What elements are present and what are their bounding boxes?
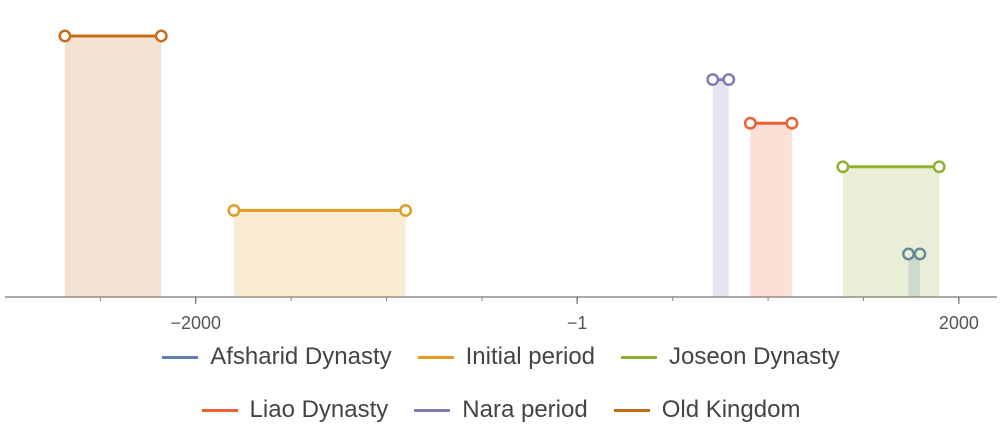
interval-fill-afsharid-dynasty: [908, 254, 920, 297]
interval-end-marker-initial-period: [399, 203, 413, 217]
interval-fill-joseon-dynasty: [842, 166, 940, 297]
interval-fill-old-kingdom: [64, 36, 162, 297]
legend-item-liao-dynasty[interactable]: Liao Dynasty: [201, 396, 389, 424]
legend-item-nara-period[interactable]: Nara period: [414, 396, 588, 424]
interval-end-marker-joseon-dynasty: [932, 160, 946, 174]
legend-label-nara-period: Nara period: [462, 396, 588, 423]
interval-start-marker-liao-dynasty: [743, 116, 757, 130]
interval-start-marker-initial-period: [227, 203, 241, 217]
legend-item-afsharid-dynasty[interactable]: Afsharid Dynasty: [162, 343, 392, 371]
legend-swatch-initial-period: [417, 355, 454, 359]
legend-swatch-nara-period: [414, 408, 451, 412]
interval-end-marker-afsharid-dynasty: [913, 247, 927, 261]
legend-label-afsharid-dynasty: Afsharid Dynasty: [210, 343, 392, 370]
legend-item-initial-period[interactable]: Initial period: [417, 343, 596, 371]
legend-item-joseon-dynasty[interactable]: Joseon Dynasty: [621, 343, 840, 371]
x-axis-tick-label: −1: [567, 313, 588, 333]
legend-item-old-kingdom[interactable]: Old Kingdom: [613, 396, 801, 424]
x-axis-tick-label: −2000: [170, 313, 221, 333]
legend-label-old-kingdom: Old Kingdom: [661, 396, 801, 423]
interval-start-marker-old-kingdom: [58, 29, 72, 43]
legend-swatch-joseon-dynasty: [621, 355, 658, 359]
legend-swatch-old-kingdom: [613, 408, 650, 412]
interval-fill-initial-period: [233, 210, 406, 297]
interval-start-marker-joseon-dynasty: [836, 160, 850, 174]
interval-start-marker-nara-period: [706, 73, 720, 87]
timeline-chart: −2000 −1 2000: [5, 29, 997, 333]
legend-swatch-liao-dynasty: [201, 408, 238, 412]
legend-label-joseon-dynasty: Joseon Dynasty: [669, 343, 840, 370]
interval-end-marker-liao-dynasty: [785, 116, 799, 130]
interval-fill-liao-dynasty: [750, 123, 792, 297]
legend-row-1: Afsharid Dynasty Initial period Joseon D…: [0, 343, 1002, 371]
legend-swatch-afsharid-dynasty: [162, 355, 199, 359]
interval-end-marker-old-kingdom: [154, 29, 168, 43]
legend-label-initial-period: Initial period: [465, 343, 596, 370]
legend-label-liao-dynasty: Liao Dynasty: [249, 396, 389, 423]
interval-fill-nara-period: [712, 79, 729, 297]
interval-end-marker-nara-period: [722, 73, 736, 87]
x-axis-tick-label: 2000: [939, 313, 979, 333]
legend-row-2: Liao Dynasty Nara period Old Kingdom: [0, 396, 1002, 424]
